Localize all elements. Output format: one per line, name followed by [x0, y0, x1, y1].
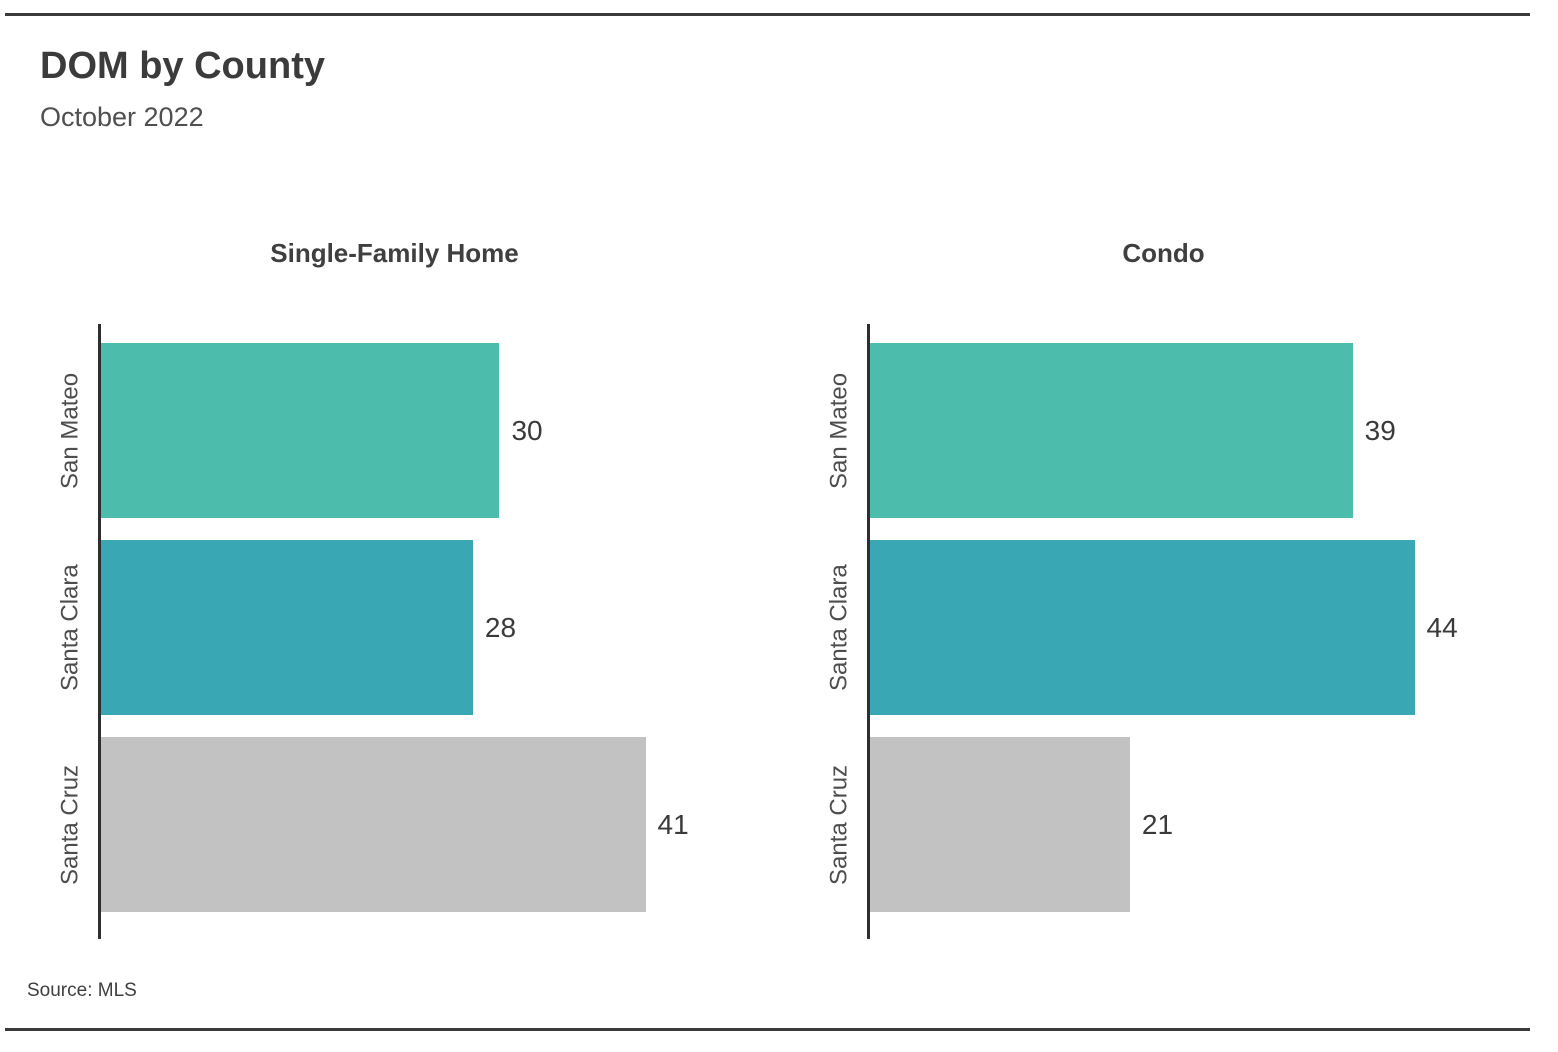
value-label: 39	[1364, 414, 1396, 446]
y-axis-line	[867, 324, 870, 939]
value-label: 30	[511, 414, 543, 446]
bar-row: Santa Cruz 41	[40, 737, 749, 912]
bar-track: 21	[870, 737, 1518, 912]
bar-row: Santa Cruz 21	[809, 737, 1518, 912]
facet-title: Condo	[1122, 238, 1205, 268]
bar-san-mateo: 39	[870, 343, 1396, 518]
page-subtitle: October 2022	[40, 101, 204, 132]
bar-track: 41	[101, 737, 749, 912]
bar-santa-clara: 44	[870, 540, 1458, 715]
bar-san-mateo: 30	[101, 343, 543, 518]
value-label: 21	[1141, 808, 1174, 840]
category-label: Santa Cruz	[825, 764, 853, 885]
facet-title: Single-Family Home	[270, 238, 519, 268]
y-axis-line	[98, 324, 101, 939]
value-label: 41	[657, 808, 689, 840]
bar-track: 39	[870, 343, 1518, 518]
bar-track: 44	[870, 540, 1518, 715]
category-label: Santa Clara	[825, 564, 853, 691]
plot-area: San Mateo 30 Santa Clara 28 Santa Cruz 41	[40, 324, 749, 939]
bars-container: San Mateo 30 Santa Clara 28 Santa Cruz 41	[40, 343, 749, 912]
panel-condo: Condo San Mateo 39 Santa Clara 44 Santa Cruz…	[809, 238, 1518, 939]
category-label: Santa Clara	[56, 564, 84, 691]
chart-header: DOM by County October 2022	[40, 45, 325, 133]
bottom-rule	[5, 1028, 1530, 1031]
panel-single-family-home: Single-Family Home San Mateo 30 Santa Clar…	[40, 238, 749, 939]
value-label: 28	[484, 611, 517, 643]
category-label: San Mateo	[56, 372, 84, 489]
bar-row: Santa Clara 28	[40, 540, 749, 715]
faceted-bar-charts: Single-Family Home San Mateo 30 Santa Clar…	[40, 238, 1518, 939]
bar-row: San Mateo 30	[40, 343, 749, 518]
plot-area: San Mateo 39 Santa Clara 44 Santa Cruz 21	[809, 324, 1518, 939]
category-label: San Mateo	[825, 372, 853, 489]
bar-track: 30	[101, 343, 749, 518]
bar-santa-cruz: 41	[101, 737, 689, 912]
bar-track: 28	[101, 540, 749, 715]
bars-container: San Mateo 39 Santa Clara 44 Santa Cruz 21	[809, 343, 1518, 912]
bar-row: Santa Clara 44	[809, 540, 1518, 715]
category-label: Santa Cruz	[56, 764, 84, 885]
bar-row: San Mateo 39	[809, 343, 1518, 518]
bar-santa-cruz: 21	[870, 737, 1173, 912]
page-title: DOM by County	[40, 45, 325, 87]
source-note: Source: MLS	[27, 980, 137, 1001]
top-rule	[5, 13, 1530, 16]
value-label: 44	[1426, 611, 1458, 643]
bar-santa-clara: 28	[101, 540, 516, 715]
